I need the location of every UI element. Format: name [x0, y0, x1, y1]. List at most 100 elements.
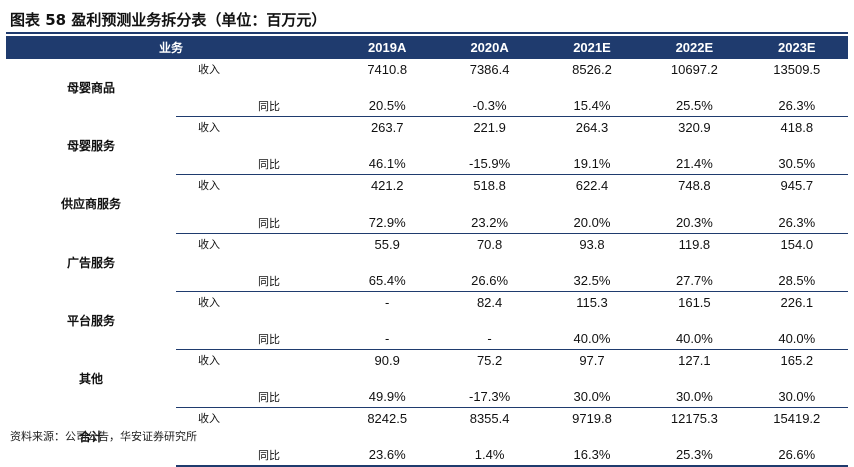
yoy-cell: 26.3%	[745, 203, 848, 234]
revenue-cell: 263.7	[370, 120, 404, 136]
revenue-row: 供应商服务 收入 421.2 518.8 622.4 748.8 945.7	[6, 175, 848, 211]
yoy-label: 同比	[176, 262, 337, 292]
yoy-cell: -17.3%	[438, 378, 541, 409]
yoy-cell: 26.6%	[438, 262, 541, 292]
revenue-cell: 320.9	[678, 120, 711, 136]
revenue-label: 收入	[198, 63, 220, 76]
yoy-row: 同比 20.5% -0.3% 15.4% 25.5% 26.3%	[6, 87, 848, 118]
revenue-row: 母婴商品 收入 7410.8 7386.4 8526.2 10697.2 135…	[6, 59, 848, 95]
revenue-label: 收入	[198, 412, 220, 426]
yoy-cell: 20.5%	[336, 87, 439, 118]
revenue-cell: 8526.2	[572, 62, 612, 77]
total-revenue-row: 合计 收入 8242.5 8355.4 9719.8 12175.3 15419…	[6, 408, 848, 444]
yoy-cell: 25.3%	[643, 436, 746, 467]
revenue-cell: 518.8	[473, 178, 506, 194]
revenue-cell: 7410.8	[367, 62, 408, 77]
revenue-cell: 90.9	[374, 352, 400, 368]
header-year: 2022E	[643, 36, 746, 59]
yoy-cell: 15.4%	[540, 87, 644, 118]
segment-name: 供应商服务	[60, 197, 121, 212]
segment-name: 其他	[78, 372, 103, 387]
revenue-label: 收入	[198, 121, 220, 135]
yoy-row: 同比 49.9% -17.3% 30.0% 30.0% 30.0%	[6, 378, 848, 409]
yoy-label: 同比	[176, 203, 337, 234]
revenue-cell: 154.0	[780, 236, 814, 252]
table-title: 图表 58 盈利预测业务拆分表（单位：百万元）	[10, 11, 327, 29]
header-year: 2020A	[438, 36, 541, 59]
revenue-cell: 97.7	[579, 352, 605, 368]
segment-name: 母婴服务	[66, 139, 115, 154]
segment-name: 平台服务	[66, 313, 115, 328]
yoy-cell: 32.5%	[540, 262, 644, 292]
title-divider	[6, 32, 848, 34]
segment-name: 合计	[78, 430, 103, 445]
revenue-cell: 7386.4	[469, 62, 510, 77]
yoy-cell: 65.4%	[336, 262, 439, 292]
revenue-row: 广告服务 收入 55.9 70.8 93.8 119.8 154.0	[6, 233, 848, 270]
revenue-cell: 93.8	[579, 236, 605, 252]
segment-name: 广告服务	[66, 255, 115, 270]
revenue-label: 收入	[198, 237, 220, 251]
yoy-cell: 72.9%	[336, 203, 439, 234]
revenue-cell: 55.9	[374, 236, 400, 252]
revenue-row: 平台服务 收入 - 82.4 115.3 161.5 226.1	[6, 291, 848, 328]
yoy-label: 同比	[176, 145, 337, 176]
revenue-cell: 264.3	[575, 120, 609, 136]
yoy-cell: 26.6%	[745, 436, 848, 467]
revenue-cell: 165.2	[780, 352, 814, 368]
revenue-cell: 421.2	[370, 178, 404, 194]
header-row: 业务 2019A 2020A 2021E 2022E 2023E	[6, 36, 848, 59]
revenue-cell: 13509.5	[773, 62, 821, 77]
header-year: 2019A	[336, 36, 439, 59]
yoy-cell: 49.9%	[336, 378, 439, 409]
yoy-cell: -	[336, 320, 439, 350]
revenue-cell: 75.2	[476, 352, 503, 368]
yoy-cell: 40.0%	[643, 320, 746, 350]
yoy-label: 同比	[176, 87, 337, 118]
yoy-cell: 1.4%	[438, 436, 541, 467]
revenue-cell: 226.1	[780, 294, 814, 310]
revenue-cell: 127.1	[678, 352, 711, 368]
revenue-cell: 12175.3	[670, 411, 718, 427]
yoy-cell: 40.0%	[745, 320, 848, 350]
yoy-cell: 23.2%	[438, 203, 541, 234]
revenue-cell: 161.5	[678, 294, 711, 310]
yoy-cell: 30.0%	[643, 378, 746, 409]
revenue-label: 收入	[198, 179, 220, 193]
revenue-label: 收入	[198, 353, 220, 367]
revenue-row: 其他 收入 90.9 75.2 97.7 127.1 165.2	[6, 349, 848, 386]
revenue-cell: 70.8	[476, 236, 503, 252]
yoy-cell: 28.5%	[745, 262, 848, 292]
yoy-cell: 46.1%	[336, 145, 439, 176]
yoy-cell: 19.1%	[540, 145, 644, 176]
revenue-cell: 418.8	[780, 120, 814, 136]
revenue-cell: 119.8	[678, 236, 711, 252]
forecast-table: 业务 2019A 2020A 2021E 2022E 2023E 母婴商品 收入…	[6, 36, 848, 467]
yoy-row: 同比 46.1% -15.9% 19.1% 21.4% 30.5%	[6, 145, 848, 176]
revenue-cell: 945.7	[780, 178, 814, 194]
revenue-cell: 10697.2	[670, 62, 718, 77]
yoy-cell: 26.3%	[745, 87, 848, 118]
yoy-label: 同比	[176, 320, 337, 350]
yoy-cell: 30.0%	[745, 378, 848, 409]
yoy-cell: 40.0%	[540, 320, 644, 350]
header-segment: 业务	[6, 36, 337, 59]
revenue-cell: 8242.5	[367, 411, 408, 427]
yoy-cell: 20.3%	[643, 203, 746, 234]
revenue-label: 收入	[198, 295, 220, 309]
yoy-label: 同比	[176, 378, 337, 409]
yoy-label: 同比	[176, 436, 337, 467]
revenue-cell: 82.4	[476, 294, 503, 310]
revenue-cell: -	[385, 294, 390, 310]
yoy-row: 同比 - - 40.0% 40.0% 40.0%	[6, 320, 848, 350]
header-year: 2021E	[540, 36, 644, 59]
revenue-cell: 622.4	[575, 178, 609, 194]
yoy-cell: -	[438, 320, 541, 350]
revenue-cell: 15419.2	[773, 411, 821, 427]
yoy-cell: 30.0%	[540, 378, 644, 409]
revenue-cell: 8355.4	[469, 411, 510, 427]
revenue-row: 母婴服务 收入 263.7 221.9 264.3 320.9 418.8	[6, 117, 848, 153]
revenue-cell: 221.9	[473, 120, 506, 136]
revenue-cell: 748.8	[678, 178, 711, 194]
segment-name: 母婴商品	[66, 81, 115, 96]
